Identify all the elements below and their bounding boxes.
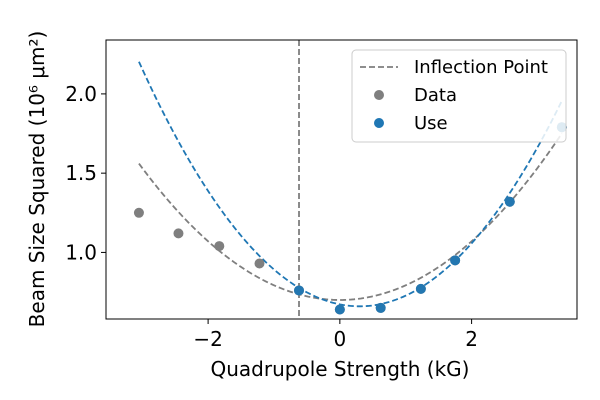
legend-label: Use bbox=[414, 113, 448, 134]
y-tick-label: 2.0 bbox=[65, 82, 97, 106]
y-tick-label: 1.5 bbox=[65, 161, 97, 185]
x-tick-label: −2 bbox=[193, 327, 222, 351]
point-data-2 bbox=[214, 241, 225, 252]
axes: −2 0 2 1.0 1.5 2.0 bbox=[65, 39, 578, 351]
x-axis-label: Quadrupole Strength (kG) bbox=[211, 357, 470, 381]
point-data-1 bbox=[173, 228, 184, 239]
data-points bbox=[133, 122, 567, 315]
legend-swatch-marker bbox=[374, 90, 384, 100]
point-use-5 bbox=[504, 196, 515, 207]
legend-label: Inflection Point bbox=[414, 57, 548, 78]
x-tick-label: 2 bbox=[465, 327, 478, 351]
point-use-0 bbox=[294, 285, 305, 296]
fit-curves bbox=[138, 61, 563, 308]
point-use-1 bbox=[334, 304, 345, 315]
point-use-4 bbox=[450, 255, 461, 266]
legend-box bbox=[351, 49, 567, 143]
fit-curve-use bbox=[138, 61, 563, 308]
x-tick-label: 0 bbox=[333, 327, 346, 351]
legend-swatch-marker bbox=[374, 118, 384, 128]
legend-label: Data bbox=[414, 85, 457, 106]
point-data-3 bbox=[254, 258, 265, 269]
y-axis-label: Beam Size Squared (10⁶ μm²) bbox=[25, 31, 49, 328]
point-use-2 bbox=[375, 302, 386, 313]
y-tick-label: 1.0 bbox=[65, 240, 97, 264]
axes-frame bbox=[105, 39, 578, 320]
legend: Inflection Point Data Use bbox=[351, 49, 567, 143]
point-use-3 bbox=[415, 283, 426, 294]
fit-curve-data bbox=[138, 132, 563, 301]
point-data-0 bbox=[133, 207, 144, 218]
